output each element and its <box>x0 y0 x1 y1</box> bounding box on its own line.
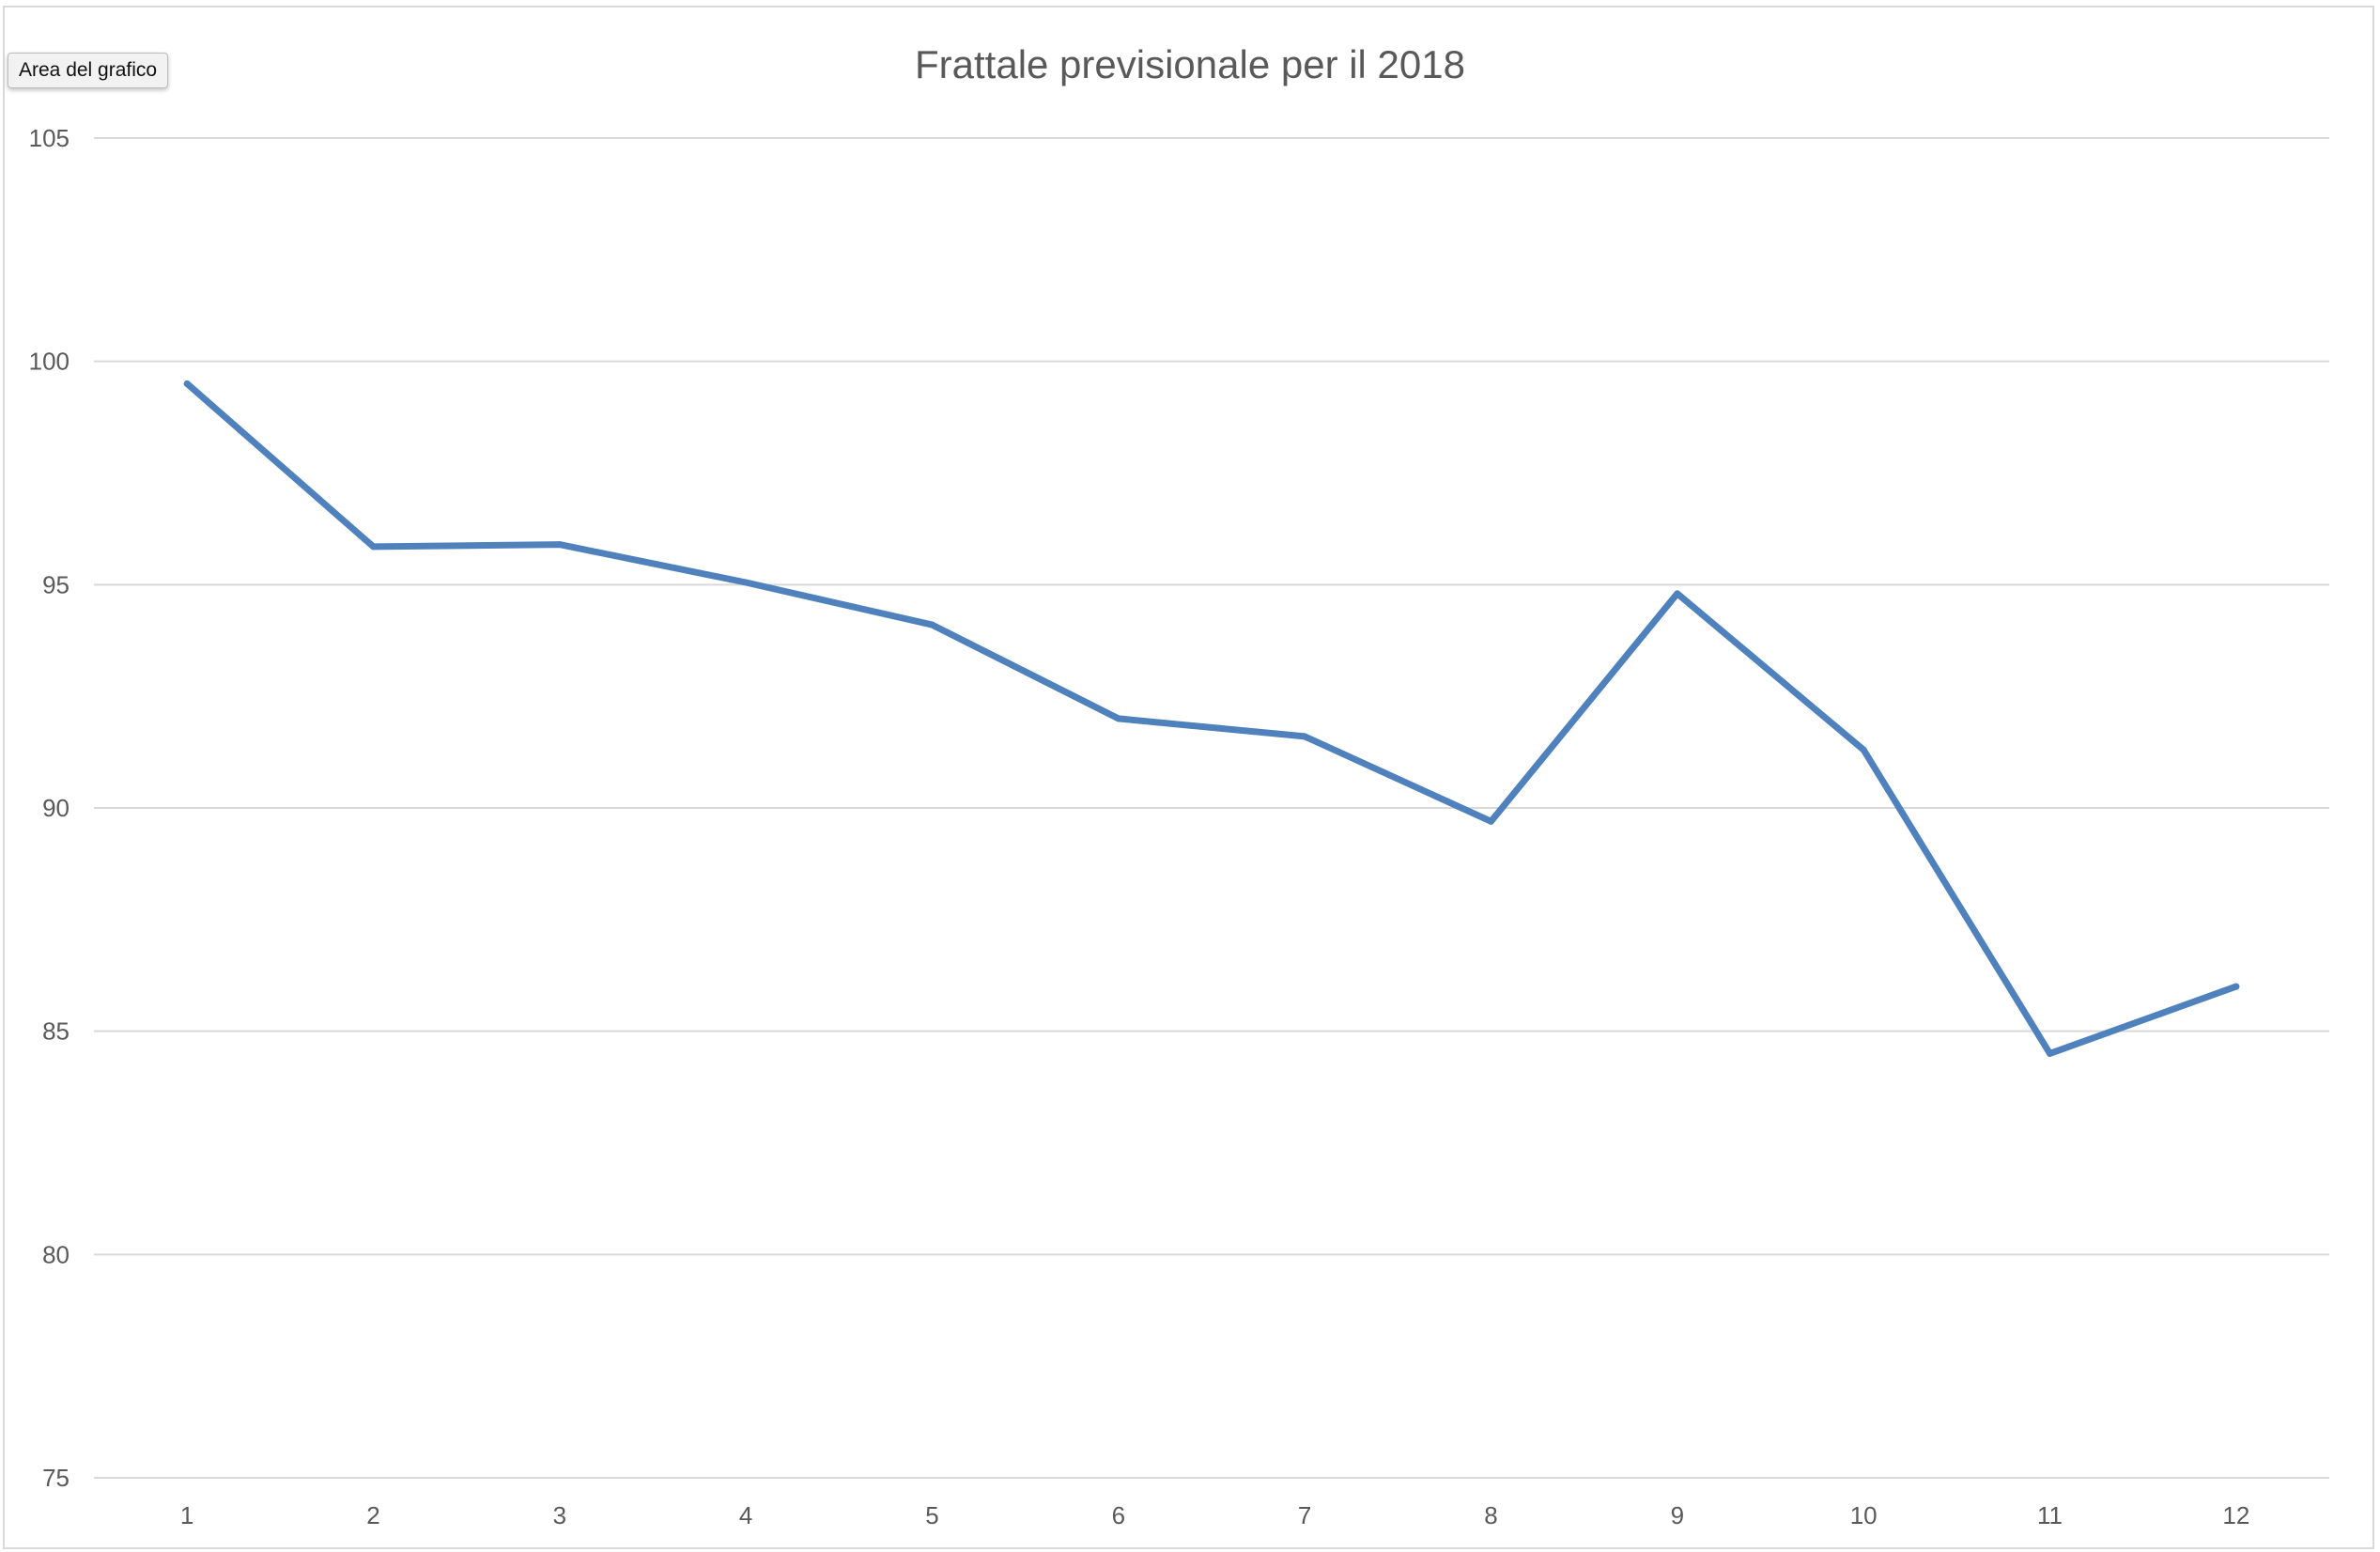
y-tick-label: 80 <box>42 1240 70 1268</box>
y-tick-label: 85 <box>42 1017 70 1046</box>
series-group <box>183 380 2240 1057</box>
y-tick-label: 90 <box>42 794 70 822</box>
x-tick-label: 6 <box>1112 1501 1125 1529</box>
x-tick-label: 1 <box>180 1501 193 1529</box>
data-point[interactable] <box>1301 733 1308 740</box>
data-point[interactable] <box>1115 715 1122 722</box>
x-tick-label: 3 <box>553 1501 566 1529</box>
data-point[interactable] <box>1488 817 1494 825</box>
data-point[interactable] <box>2233 983 2240 990</box>
x-tick-label: 5 <box>925 1501 938 1529</box>
x-tick-label: 10 <box>1850 1501 1878 1529</box>
y-axis: 75 80 85 90 95 100 105 <box>29 124 70 1492</box>
x-tick-label: 2 <box>366 1501 379 1529</box>
chart-frame <box>3 6 2374 1549</box>
y-tick-label: 95 <box>42 570 70 598</box>
x-axis: 1 2 3 4 5 6 7 8 9 10 11 12 <box>180 1501 2249 1529</box>
x-tick-label: 4 <box>739 1501 752 1529</box>
x-tick-label: 9 <box>1671 1501 1684 1529</box>
data-point[interactable] <box>183 380 191 387</box>
chart-title: Frattale previsionale per il 2018 <box>915 42 1465 86</box>
series-line[interactable] <box>183 380 2240 1057</box>
x-tick-label: 8 <box>1484 1501 1497 1529</box>
x-tick-label: 11 <box>2037 1501 2063 1529</box>
y-tick-label: 100 <box>29 348 70 376</box>
data-point[interactable] <box>742 579 750 586</box>
data-point[interactable] <box>556 541 564 549</box>
data-point[interactable] <box>1674 590 1681 598</box>
data-point[interactable] <box>370 543 377 551</box>
y-tick-label: 75 <box>42 1464 70 1492</box>
x-tick-label: 7 <box>1298 1501 1311 1529</box>
data-point[interactable] <box>1860 746 1867 753</box>
y-tick-label: 105 <box>29 124 70 152</box>
x-tick-label: 12 <box>2222 1501 2249 1529</box>
data-point[interactable] <box>2047 1049 2053 1057</box>
data-point[interactable] <box>929 621 935 629</box>
gridlines <box>94 137 2329 1479</box>
chart-area-tooltip: Area del grafico <box>8 53 169 88</box>
